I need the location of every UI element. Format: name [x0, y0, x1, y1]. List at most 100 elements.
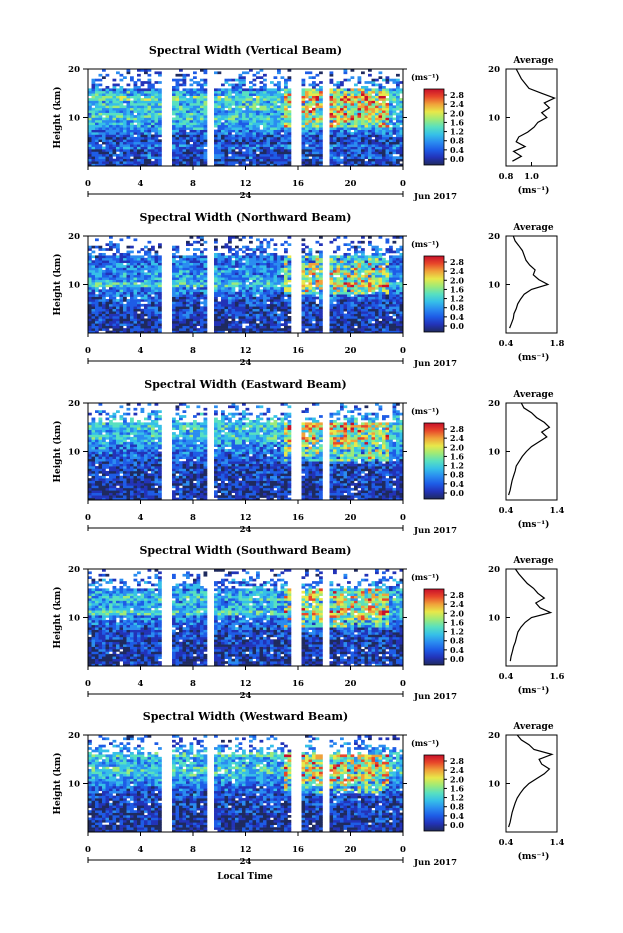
heatmap-cell [288, 149, 292, 152]
heatmap-cell [137, 292, 141, 295]
heatmap-cell [193, 130, 197, 133]
heatmap-cell [309, 285, 313, 288]
heatmap-cell [183, 277, 187, 280]
heatmap-cell [309, 277, 313, 280]
heatmap-cell [228, 321, 232, 324]
heatmap-cell [144, 98, 148, 101]
heatmap-cell [333, 323, 337, 326]
heatmap-cell [127, 272, 131, 275]
heatmap-cell [116, 289, 120, 292]
heatmap-cell [354, 134, 358, 137]
heatmap-cell [361, 142, 365, 145]
heatmap-cell [239, 91, 243, 94]
heatmap-cell [99, 91, 103, 94]
heatmap-cell [319, 118, 323, 121]
heatmap-cell [319, 282, 323, 285]
heatmap-cell [179, 79, 183, 82]
heatmap-cell [221, 154, 225, 157]
heatmap-cell [225, 132, 229, 135]
heatmap-cell [340, 265, 344, 268]
heatmap-cell [232, 149, 236, 152]
heatmap-cell [267, 91, 271, 94]
heatmap-cell [113, 132, 117, 135]
heatmap-cell [372, 277, 376, 280]
heatmap-cell [102, 139, 106, 142]
heatmap-cell [344, 147, 348, 150]
heatmap-cell [214, 88, 218, 91]
heatmap-cell [263, 88, 267, 91]
heatmap-cell [270, 108, 274, 111]
heatmap-cell [106, 134, 110, 137]
heatmap-cell [358, 265, 362, 268]
heatmap-cell [389, 316, 393, 319]
heatmap-cell [144, 161, 148, 164]
heatmap-cell [263, 275, 267, 278]
heatmap-cell [365, 81, 369, 84]
heatmap-cell [130, 265, 134, 268]
heatmap-cell [141, 285, 145, 288]
heatmap-cell [130, 159, 134, 162]
heatmap-cell [214, 316, 218, 319]
heatmap-cell [267, 132, 271, 135]
heatmap-cell [218, 265, 222, 268]
heatmap-cell [382, 301, 386, 304]
heatmap-cell [148, 149, 152, 152]
heatmap-cell [228, 265, 232, 268]
heatmap-cell [200, 139, 204, 142]
heatmap-cell [351, 311, 355, 314]
heatmap-cells [88, 236, 403, 333]
heatmap-cell [389, 292, 393, 295]
heatmap-cell [354, 115, 358, 118]
heatmap-cell [179, 103, 183, 106]
heatmap-cell [274, 115, 278, 118]
heatmap-cell [393, 328, 397, 331]
heatmap-cell [235, 84, 239, 87]
heatmap-cell [235, 122, 239, 125]
heatmap-cell [351, 76, 355, 79]
heatmap-cell [176, 105, 180, 108]
heatmap-cell [120, 316, 124, 319]
heatmap-cell [141, 101, 145, 104]
heatmap-cell [120, 96, 124, 99]
heatmap-cell [102, 316, 106, 319]
heatmap-cell [319, 299, 323, 302]
heatmap-cell [123, 314, 127, 317]
heatmap-cell [365, 328, 369, 331]
heatmap-cell [246, 280, 250, 283]
heatmap-cell [148, 137, 152, 140]
heatmap-cell [281, 275, 285, 278]
heatmap-cell [379, 88, 383, 91]
heatmap-cell [365, 113, 369, 116]
heatmap-cell [330, 328, 334, 331]
heatmap-cell [148, 154, 152, 157]
heatmap-cell [270, 98, 274, 101]
heatmap-cell [246, 292, 250, 295]
heatmap-cell [144, 137, 148, 140]
heatmap-cell [277, 323, 281, 326]
heatmap-cell [396, 156, 400, 159]
heatmap-cell [382, 328, 386, 331]
heatmap-cell [277, 289, 281, 292]
heatmap-cell [305, 125, 309, 128]
heatmap-cell [99, 139, 103, 142]
heatmap-cell [151, 115, 155, 118]
heatmap-cell [102, 297, 106, 300]
heatmap-cell [277, 314, 281, 317]
heatmap-cell [382, 122, 386, 125]
heatmap-cell [141, 294, 145, 297]
heatmap-cell [193, 81, 197, 84]
heatmap-cell [351, 105, 355, 108]
heatmap-cell [116, 147, 120, 150]
heatmap-cell [284, 120, 288, 123]
heatmap-cell [302, 108, 306, 111]
heatmap-cell [333, 321, 337, 324]
heatmap-cell [249, 321, 253, 324]
heatmap-cell [379, 125, 383, 128]
heatmap-cell [309, 142, 313, 145]
heatmap-cell [137, 88, 141, 91]
heatmap-cell [179, 93, 183, 96]
heatmap-cell [288, 326, 292, 329]
heatmap-cell [172, 287, 176, 290]
heatmap-cell [172, 96, 176, 99]
heatmap-cell [260, 132, 264, 135]
